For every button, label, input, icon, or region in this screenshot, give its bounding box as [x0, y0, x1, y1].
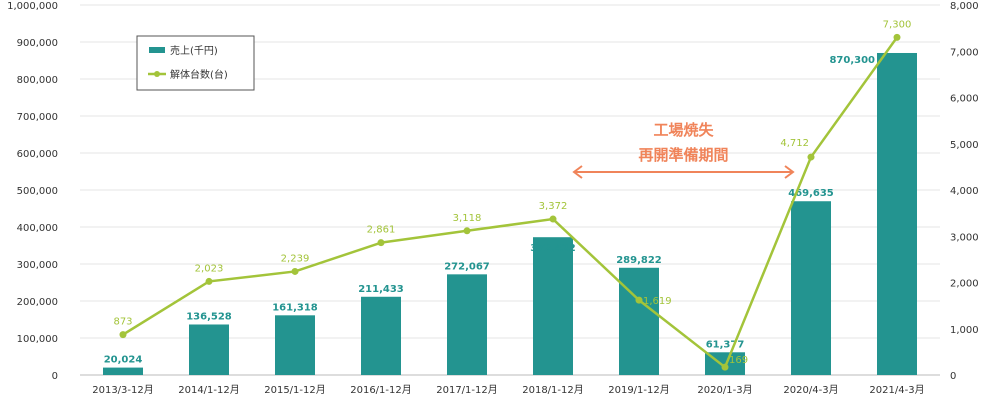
bar: [533, 237, 573, 375]
left-tick-label: 700,000: [17, 112, 58, 123]
right-tick-label: 7,000: [950, 47, 979, 58]
line-value-label: 2,239: [281, 253, 310, 264]
line-value-label: 4,712: [780, 138, 809, 149]
bar: [791, 201, 831, 375]
line-labels-layer: 873 2,023 2,239 2,861 3,118 3,372 1,619 169 4,71…: [113, 19, 911, 366]
line-point: [807, 153, 815, 161]
line-point: [549, 215, 557, 223]
right-tick-label: 4,000: [950, 186, 979, 197]
left-tick-label: 100,000: [17, 334, 58, 345]
x-tick-label: 2020/4-3月: [783, 384, 838, 396]
x-tick-label: 2014/1-12月: [178, 384, 240, 396]
right-tick-label: 8,000: [950, 1, 979, 12]
right-axis: 0 1,000 2,000 3,000 4,000 5,000 6,000 7,000 8,00…: [950, 1, 979, 382]
legend-line-marker: [154, 71, 160, 77]
x-axis: 2013/3-12月 2014/1-12月 2015/1-12月 2016/1-12月…: [92, 384, 924, 396]
left-axis: 0 100,000 200,000 300,000 400,000 500,000 600,…: [7, 1, 58, 382]
bar-value-label: 211,433: [358, 284, 404, 295]
bar: [619, 267, 659, 375]
line-point: [377, 239, 385, 247]
bar-value-label: 870,300: [829, 55, 875, 66]
line-point: [291, 267, 299, 275]
bar-value-label: 61,377: [706, 339, 745, 350]
x-tick-label: 2015/1-12月: [264, 384, 326, 396]
x-tick-label: 2019/1-12月: [608, 384, 670, 396]
x-tick-label: 2020/1-3月: [697, 384, 752, 396]
line-value-label: 3,372: [539, 201, 568, 212]
left-tick-label: 900,000: [17, 38, 58, 49]
left-tick-label: 400,000: [17, 223, 58, 234]
annotation: 工場焼失 再開準備期間: [572, 121, 795, 179]
line-point: [463, 227, 471, 235]
line-value-label: 873: [113, 317, 132, 328]
bar-value-label: 272,067: [444, 261, 490, 272]
x-tick-label: 2017/1-12月: [436, 384, 498, 396]
left-tick-label: 200,000: [17, 297, 58, 308]
bar-value-label: 372,422: [530, 243, 576, 254]
bar: [447, 274, 487, 375]
legend-bar-label: 売上(千円): [170, 44, 218, 57]
legend-bar-swatch: [149, 47, 165, 53]
annotation-line-2: 再開準備期間: [638, 146, 728, 164]
bar-value-label: 289,822: [616, 255, 662, 266]
legend: 売上(千円) 解体台数(台): [136, 35, 255, 91]
line-value-label: 7,300: [883, 19, 912, 30]
left-tick-label: 600,000: [17, 149, 58, 160]
bar: [189, 324, 229, 375]
left-tick-label: 1,000,000: [7, 1, 58, 12]
x-tick-label: 2016/1-12月: [350, 384, 412, 396]
bar: [361, 296, 401, 375]
line-point: [893, 33, 901, 41]
right-tick-label: 6,000: [950, 94, 979, 105]
line-value-label: 3,118: [453, 213, 482, 224]
bars-layer: [103, 52, 917, 375]
bar-labels-layer: 20,024 136,528 161,318 211,433 272,067 372,42…: [104, 55, 875, 366]
right-tick-label: 5,000: [950, 140, 979, 151]
right-tick-label: 3,000: [950, 232, 979, 243]
line-point: [119, 331, 127, 339]
right-tick-label: 2,000: [950, 279, 979, 290]
left-tick-label: 500,000: [17, 186, 58, 197]
right-tick-label: 1,000: [950, 325, 979, 336]
x-tick-label: 2021/4-3月: [869, 384, 924, 396]
bar: [877, 52, 917, 375]
left-tick-label: 0: [52, 371, 58, 382]
x-tick-label: 2018/1-12月: [522, 384, 584, 396]
line-point: [205, 277, 213, 285]
annotation-arrowhead-right: [784, 165, 795, 179]
right-tick-label: 0: [950, 371, 956, 382]
line-series: [122, 36, 899, 370]
x-tick-label: 2013/3-12月: [92, 384, 154, 396]
annotation-line-1: 工場焼失: [653, 121, 714, 139]
bar: [275, 315, 315, 375]
left-tick-label: 800,000: [17, 75, 58, 86]
legend-line-label: 解体台数(台): [170, 68, 228, 81]
annotation-arrowhead-left: [572, 165, 583, 179]
line-layer: [119, 33, 901, 371]
line-value-label: 1,619: [643, 296, 672, 307]
left-tick-label: 300,000: [17, 260, 58, 271]
bar-value-label: 161,318: [272, 302, 318, 313]
line-point: [721, 363, 729, 371]
line-value-label: 2,023: [195, 263, 224, 274]
bar-value-label: 469,635: [788, 188, 834, 199]
line-point: [635, 296, 643, 304]
line-value-label: 2,861: [367, 225, 396, 236]
line-value-label: 169: [729, 355, 748, 366]
bar-value-label: 136,528: [186, 311, 232, 322]
bar: [103, 367, 143, 375]
legend-box: [136, 35, 255, 91]
bar-value-label: 20,024: [104, 355, 143, 366]
